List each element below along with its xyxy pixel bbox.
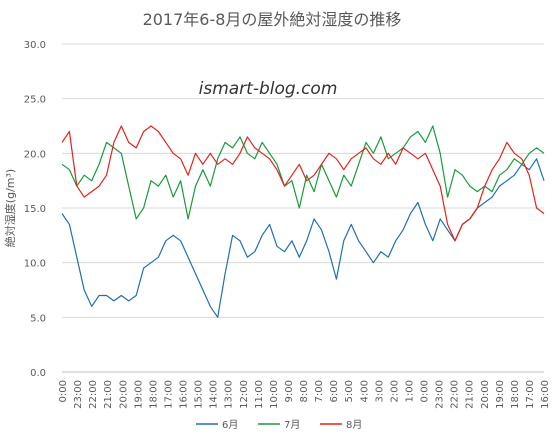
x-tick-label: 8:00 (299, 380, 310, 402)
x-tick-label: 19:00 (133, 380, 144, 409)
x-tick-label: 17:00 (525, 380, 536, 409)
y-axis-label: 絶対湿度(g/m³) (3, 169, 17, 247)
x-tick-label: 22:00 (450, 380, 461, 409)
y-tick-label: 15.0 (24, 204, 46, 215)
x-tick-label: 18:00 (510, 380, 521, 409)
x-tick-label: 19:00 (495, 380, 506, 409)
x-tick-label: 21:00 (465, 380, 476, 409)
x-tick-label: 4:00 (359, 380, 370, 402)
x-tick-label: 9:00 (284, 380, 295, 402)
y-tick-label: 5.0 (30, 313, 46, 324)
x-tick-label: 23:00 (73, 380, 84, 409)
gridlines (62, 43, 544, 373)
x-tick-label: 2:00 (389, 380, 400, 402)
legend-label: 6月 (222, 419, 238, 431)
x-tick-label: 20:00 (480, 380, 491, 409)
x-axis-ticks: 0:00 23:00 22:00 21:00 20:00 19:00 18:00 17:00 1… (58, 380, 551, 409)
series-line-7月 (61, 125, 545, 220)
series-line-6月 (61, 158, 545, 318)
x-tick-label: 18:00 (148, 380, 159, 409)
x-tick-label: 5:00 (344, 380, 355, 402)
watermark-text: ismart-blog.com (199, 79, 338, 99)
x-tick-label: 14:00 (209, 380, 220, 409)
x-tick-label: 1:00 (404, 380, 415, 402)
y-tick-label: 0.0 (30, 368, 46, 379)
y-tick-label: 30.0 (24, 40, 46, 51)
x-tick-label: 13:00 (224, 380, 235, 409)
x-tick-label: 12:00 (239, 380, 250, 409)
legend-label: 8月 (346, 419, 362, 431)
x-tick-label: 17:00 (163, 380, 174, 409)
chart-title: 2017年6-8月の屋外絶対湿度の推移 (143, 10, 402, 29)
legend-item: 7月 (258, 419, 300, 431)
x-tick-label: 10:00 (269, 380, 280, 409)
x-tick-label: 16:00 (179, 380, 190, 409)
x-tick-label: 0:00 (58, 380, 69, 402)
x-tick-label: 3:00 (374, 380, 385, 402)
x-tick-label: 21:00 (103, 380, 114, 409)
x-tick-label: 23:00 (435, 380, 446, 409)
legend-item: 8月 (320, 419, 362, 431)
x-tick-label: 6:00 (329, 380, 340, 402)
series-line-8月 (61, 125, 545, 242)
y-tick-label: 10.0 (24, 259, 46, 270)
series-lines (61, 125, 545, 318)
x-tick-label: 11:00 (254, 380, 265, 409)
x-tick-label: 0:00 (420, 380, 431, 402)
x-tick-label: 7:00 (314, 380, 325, 402)
y-tick-label: 25.0 (24, 95, 46, 106)
legend-label: 7月 (284, 419, 300, 431)
y-axis-ticks: 0.0 5.0 10.0 15.0 20.0 25.0 30.0 (24, 40, 46, 379)
y-tick-label: 20.0 (24, 149, 46, 160)
legend: 6月 7月 8月 (196, 419, 362, 431)
x-tick-label: 15:00 (194, 380, 205, 409)
x-tick-label: 20:00 (118, 380, 129, 409)
x-tick-label: 16:00 (540, 380, 551, 409)
x-tick-label: 22:00 (88, 380, 99, 409)
legend-item: 6月 (196, 419, 238, 431)
